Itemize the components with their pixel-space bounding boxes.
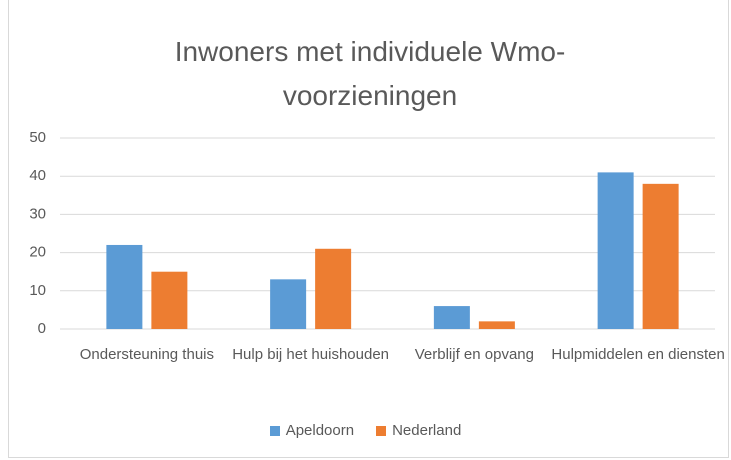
y-tick-label: 10 [29, 282, 46, 299]
legend-label: Nederland [392, 422, 462, 439]
y-tick-label: 20 [29, 244, 46, 261]
legend-label: Apeldoorn [285, 422, 355, 439]
legend: Apeldoorn Nederland [0, 422, 731, 439]
y-tick-label: 30 [29, 205, 46, 222]
y-tick-label: 0 [38, 320, 46, 337]
legend-swatch [376, 425, 387, 436]
x-tick-label: Hulpmiddelen en diensten [551, 346, 725, 363]
chart-border [8, 0, 729, 458]
chart-title: Inwoners met individuele Wmo-voorziening… [174, 36, 566, 111]
legend-item: Apeldoorn [269, 422, 355, 439]
bar [597, 172, 634, 329]
legend-item: Nederland [376, 422, 461, 439]
bar [642, 183, 679, 329]
bar [478, 321, 515, 329]
y-tick-label: 40 [29, 167, 46, 184]
x-tick-label: Hulp bij het huishouden [232, 346, 390, 363]
y-tick-label: 50 [29, 129, 46, 146]
bar [270, 279, 307, 329]
bar [106, 244, 143, 329]
x-tick-label: Verblijf en opvang [414, 346, 534, 363]
x-tick-label: Ondersteuning thuis [79, 346, 214, 363]
legend-swatch [269, 425, 280, 436]
bar [315, 248, 352, 329]
bar [151, 271, 188, 329]
bar [433, 306, 470, 329]
